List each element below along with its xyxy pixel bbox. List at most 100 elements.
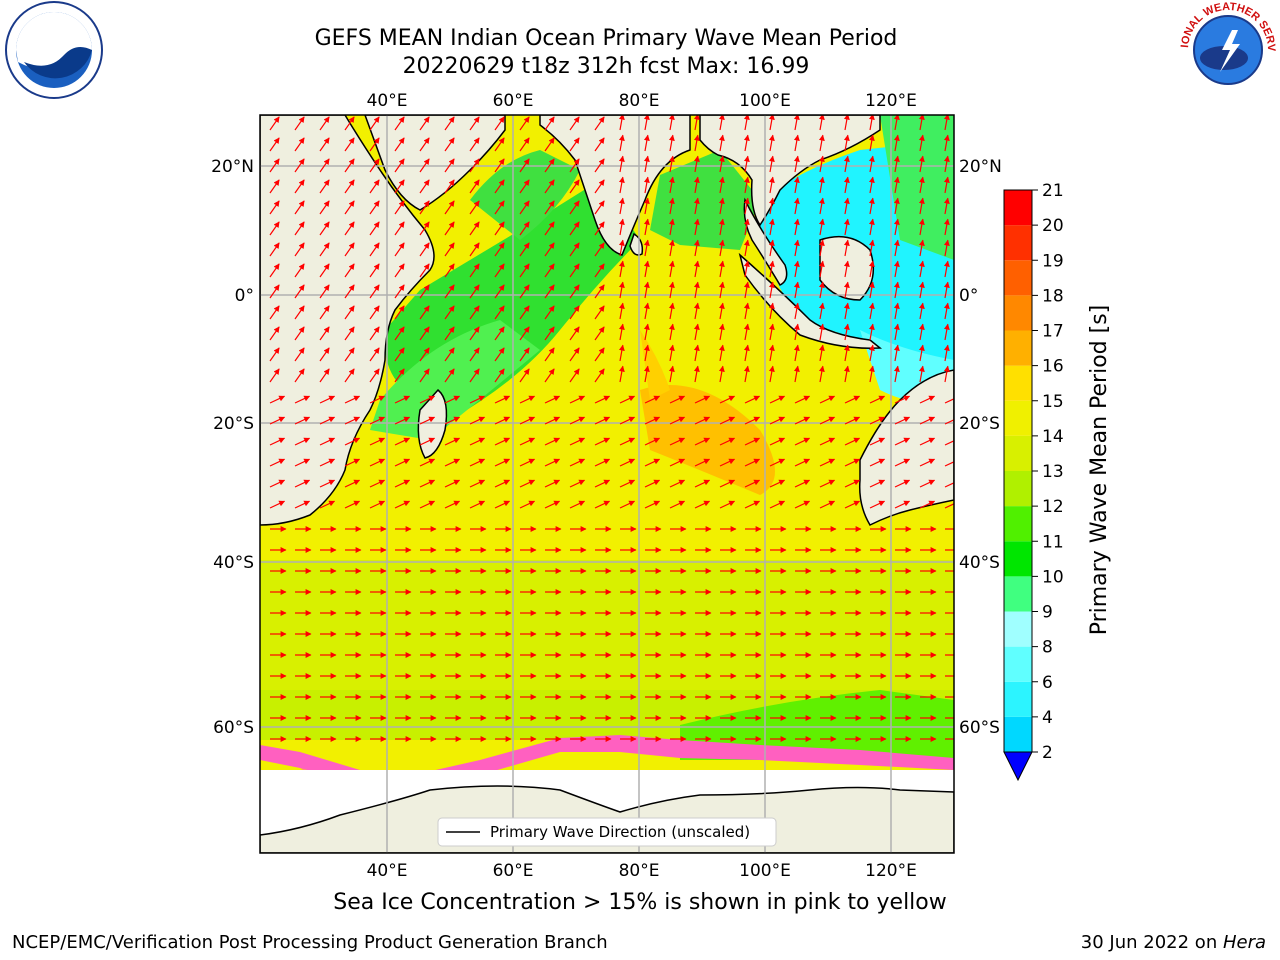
noaa-logo: NOAA bbox=[5, 1, 103, 99]
colorbar-tick-label: 8 bbox=[1042, 638, 1053, 658]
wave-direction-arrow bbox=[868, 260, 875, 278]
wave-direction-arrow bbox=[294, 500, 311, 509]
wave-direction-arrow bbox=[943, 218, 950, 236]
wave-direction-arrow bbox=[594, 263, 605, 278]
wave-direction-arrow bbox=[693, 239, 700, 257]
wave-direction-arrow bbox=[944, 416, 954, 425]
wave-direction-arrow bbox=[544, 395, 561, 404]
wave-direction-arrow bbox=[419, 221, 430, 236]
colorbar-label: Primary Wave Mean Period [s] bbox=[1087, 305, 1112, 636]
wave-direction-arrow bbox=[943, 176, 950, 194]
wave-direction-arrow bbox=[269, 458, 286, 467]
wave-direction-arrow bbox=[469, 158, 480, 173]
wave-direction-arrow bbox=[818, 197, 825, 215]
wave-direction-arrow bbox=[868, 281, 875, 299]
wave-direction-arrow bbox=[668, 302, 675, 320]
wave-direction-arrow bbox=[869, 458, 886, 467]
wave-direction-arrow bbox=[294, 137, 305, 152]
wave-direction-arrow bbox=[444, 305, 455, 320]
wave-direction-arrow bbox=[269, 137, 280, 152]
wave-direction-arrow bbox=[544, 416, 561, 425]
lon-label: 120°E bbox=[865, 861, 917, 881]
wave-direction-arrow bbox=[594, 326, 605, 341]
wave-direction-arrow bbox=[618, 155, 625, 173]
wave-direction-arrow bbox=[693, 155, 700, 173]
wave-direction-arrow bbox=[719, 416, 736, 425]
wave-direction-arrow bbox=[918, 155, 925, 173]
wave-direction-arrow bbox=[269, 200, 280, 215]
wave-direction-arrow bbox=[419, 395, 436, 404]
wave-direction-arrow bbox=[369, 200, 380, 215]
wave-direction-arrow bbox=[469, 437, 486, 446]
wave-direction-arrow bbox=[394, 395, 411, 404]
colorbar-segment bbox=[1004, 716, 1032, 752]
wave-direction-arrow bbox=[719, 437, 736, 446]
wave-direction-arrow bbox=[369, 395, 386, 404]
wave-direction-arrow bbox=[644, 437, 661, 446]
wave-direction-arrow bbox=[868, 239, 875, 257]
wave-direction-arrow bbox=[643, 115, 650, 131]
lon-label: 120°E bbox=[865, 91, 917, 111]
wave-direction-arrow bbox=[494, 200, 505, 215]
wave-direction-arrow bbox=[793, 218, 800, 236]
wave-direction-arrow bbox=[344, 347, 355, 362]
wave-direction-arrow bbox=[719, 500, 736, 509]
map-title: GEFS MEAN Indian Ocean Primary Wave Mean… bbox=[314, 26, 898, 51]
wave-direction-arrow bbox=[294, 221, 305, 236]
wave-direction-arrow bbox=[618, 323, 625, 341]
wave-direction-arrow bbox=[668, 155, 675, 173]
wave-direction-arrow bbox=[619, 458, 636, 467]
wave-direction-arrow bbox=[319, 158, 330, 173]
wave-direction-arrow bbox=[294, 368, 305, 383]
wave-direction-arrow bbox=[469, 179, 480, 194]
wave-direction-arrow bbox=[869, 437, 886, 446]
wave-direction-arrow bbox=[643, 365, 650, 383]
colorbar-tick-label: 18 bbox=[1042, 286, 1064, 306]
wave-direction-arrow bbox=[618, 302, 625, 320]
wave-direction-arrow bbox=[494, 137, 505, 152]
wave-direction-arrow bbox=[519, 242, 530, 257]
wave-direction-arrow bbox=[943, 323, 950, 341]
wave-direction-arrow bbox=[519, 158, 530, 173]
lon-labels-bottom: 40°E 60°E 80°E 100°E 120°E bbox=[367, 861, 917, 881]
wave-direction-arrow bbox=[469, 395, 486, 404]
wave-direction-arrow bbox=[469, 242, 480, 257]
lat-label: 0° bbox=[959, 286, 978, 306]
colorbar-segment bbox=[1004, 190, 1032, 226]
wave-direction-arrow bbox=[569, 437, 586, 446]
colorbar-tick-label: 4 bbox=[1042, 708, 1053, 728]
wave-direction-arrow bbox=[369, 326, 380, 341]
wave-direction-arrow bbox=[643, 134, 650, 152]
wave-direction-arrow bbox=[469, 116, 480, 131]
date-text: 30 Jun 2022 on bbox=[1080, 932, 1223, 953]
wave-direction-arrow bbox=[269, 395, 286, 404]
wave-direction-arrow bbox=[619, 416, 636, 425]
wave-direction-arrow bbox=[269, 179, 280, 194]
wave-direction-arrow bbox=[369, 263, 380, 278]
wave-direction-arrow bbox=[944, 500, 954, 509]
wave-direction-arrow bbox=[944, 437, 954, 446]
wave-direction-arrow bbox=[669, 479, 686, 488]
wave-direction-arrow bbox=[843, 218, 850, 236]
wave-direction-arrow bbox=[369, 221, 380, 236]
wave-direction-arrow bbox=[269, 347, 280, 362]
wave-direction-arrow bbox=[544, 116, 555, 131]
wave-direction-arrow bbox=[794, 395, 811, 404]
wave-direction-arrow bbox=[668, 115, 675, 131]
wave-direction-arrow bbox=[594, 437, 611, 446]
wave-direction-arrow bbox=[643, 239, 650, 257]
colorbar-tick-label: 10 bbox=[1042, 567, 1064, 587]
wave-direction-arrow bbox=[344, 116, 355, 131]
lon-label: 80°E bbox=[619, 861, 660, 881]
wave-direction-arrow bbox=[369, 242, 380, 257]
wave-direction-arrow bbox=[544, 158, 555, 173]
wave-direction-arrow bbox=[743, 302, 750, 320]
wave-direction-arrow bbox=[519, 305, 530, 320]
wave-direction-arrow bbox=[444, 179, 455, 194]
wave-direction-arrow bbox=[544, 458, 561, 467]
wave-direction-arrow bbox=[693, 302, 700, 320]
wave-direction-arrow bbox=[294, 284, 305, 299]
wave-direction-arrow bbox=[419, 263, 430, 278]
wave-direction-arrow bbox=[868, 323, 875, 341]
wave-direction-arrow bbox=[444, 347, 455, 362]
